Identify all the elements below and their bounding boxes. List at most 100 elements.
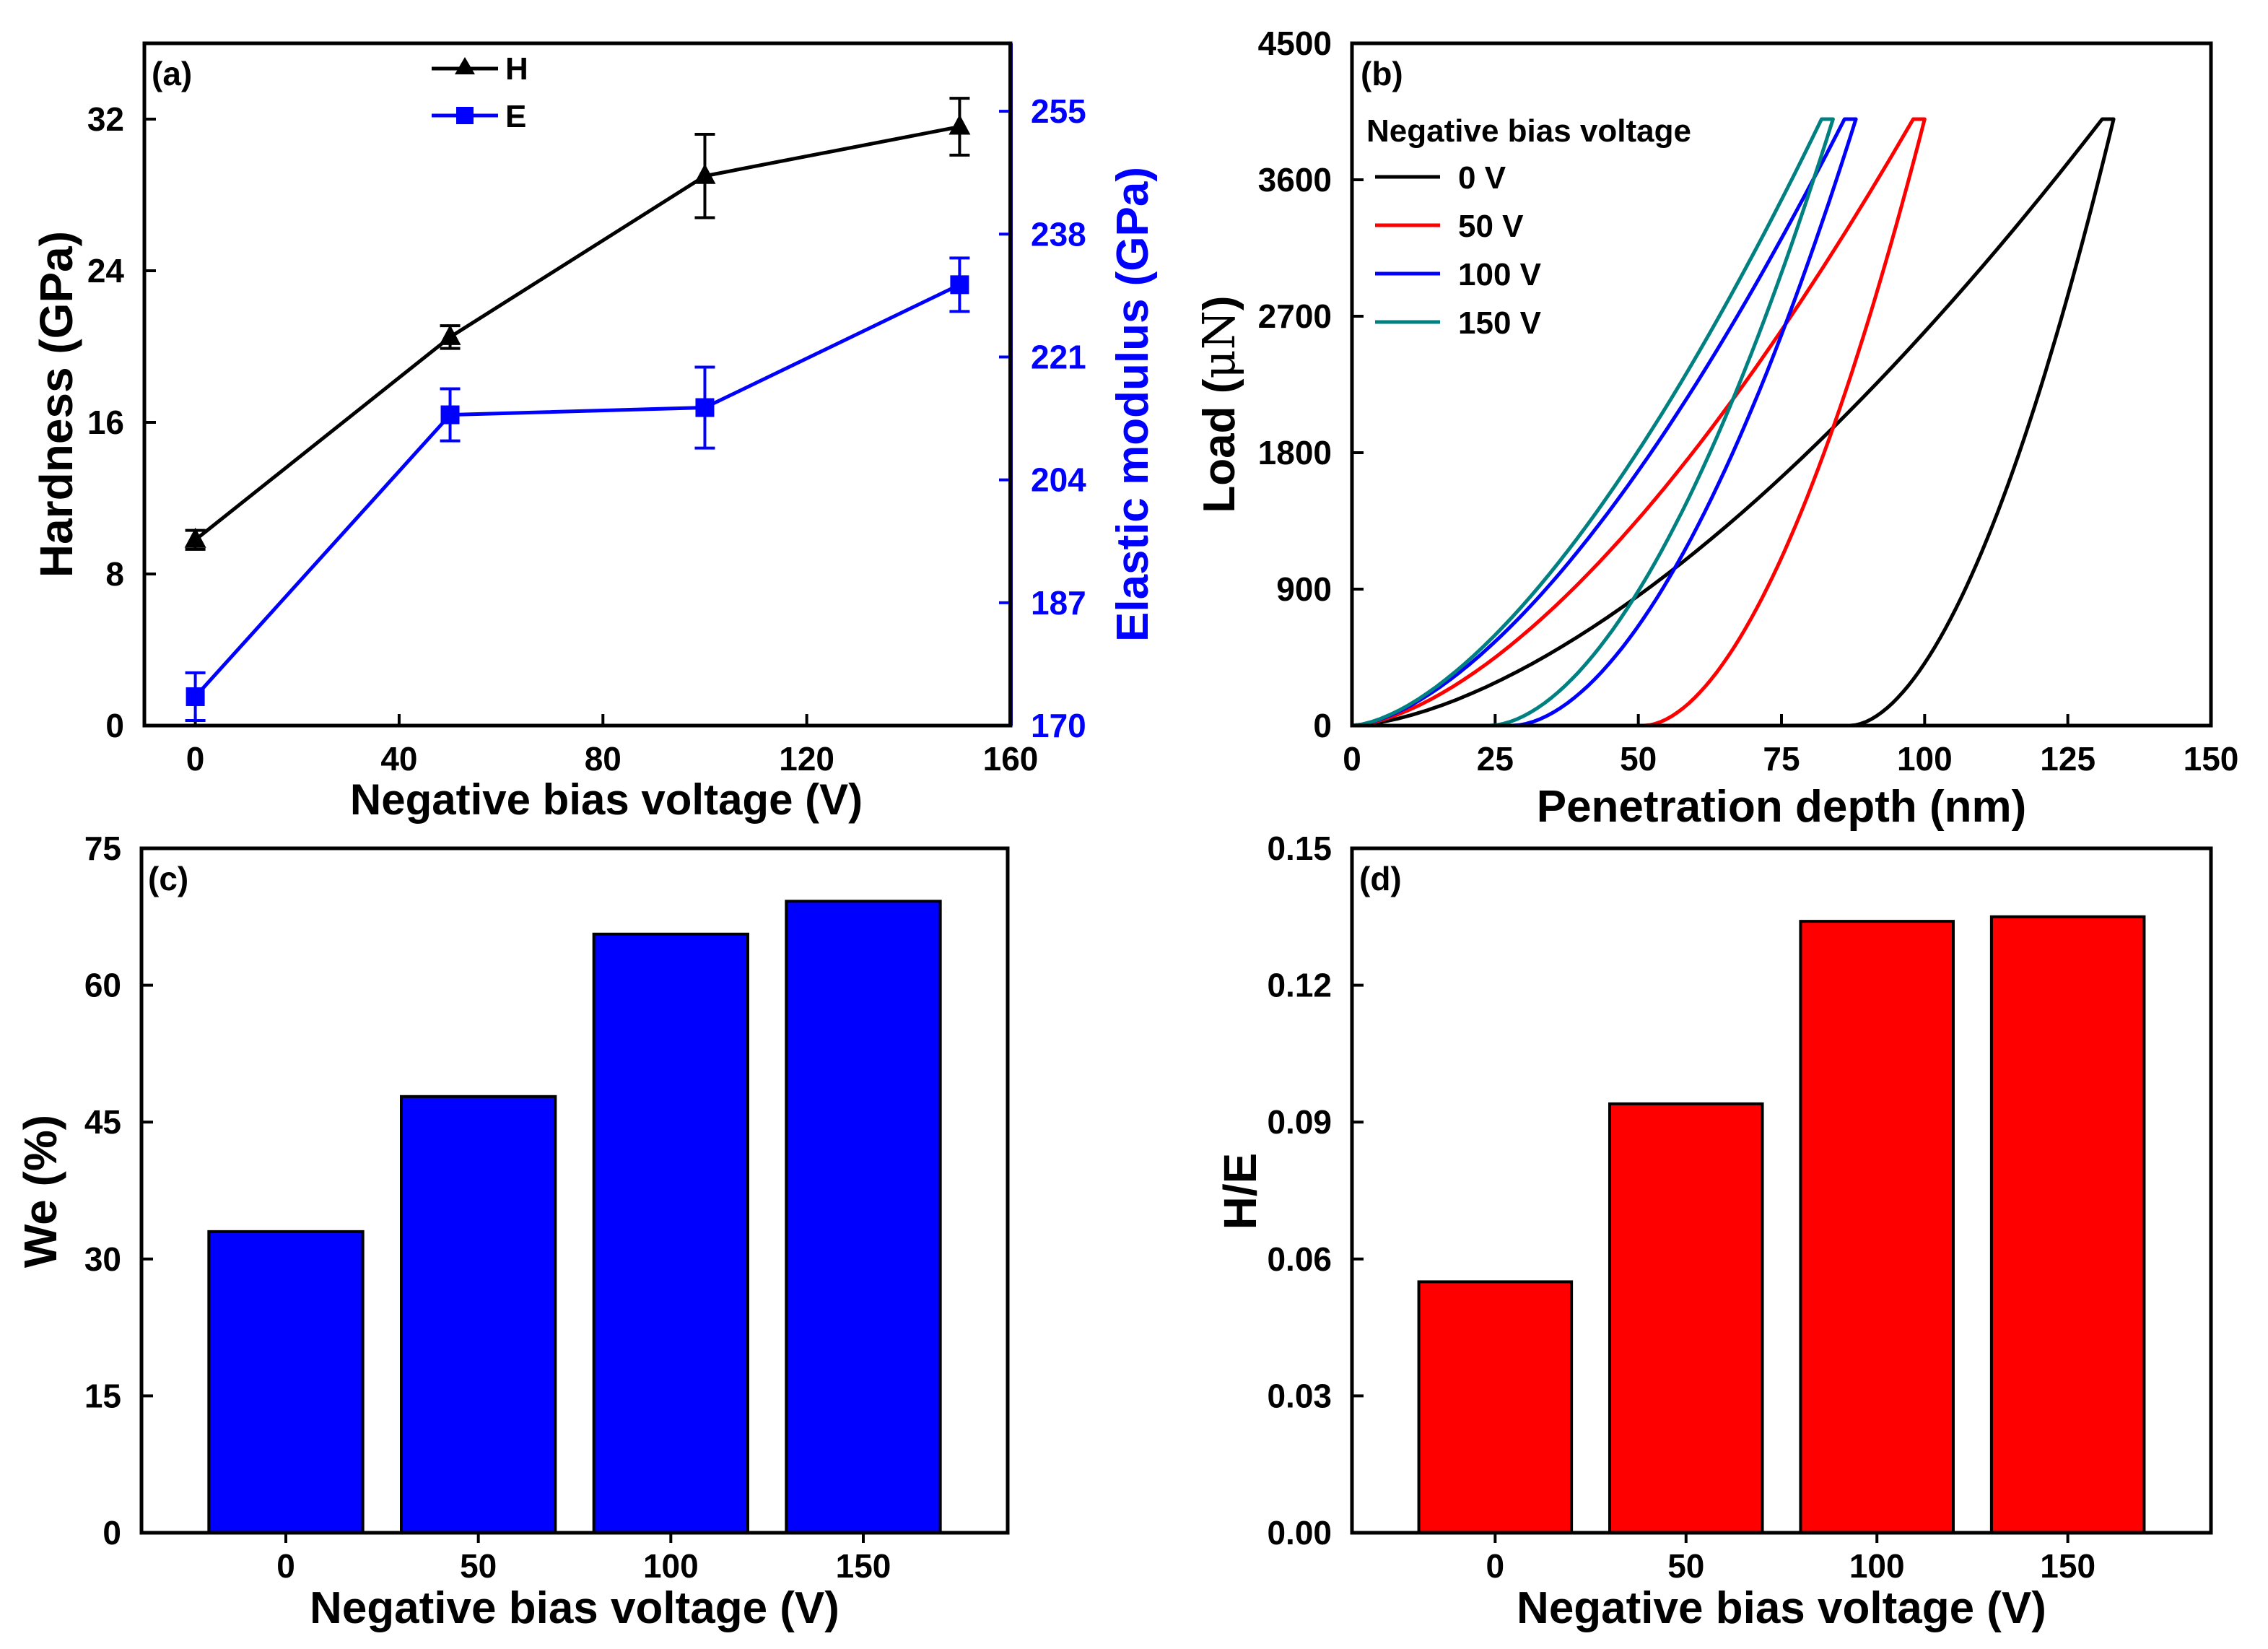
y-tick-label: 4500	[1258, 25, 1332, 62]
y-tick-label: 0.15	[1267, 830, 1332, 867]
panel-d-ylabel: H/E	[1214, 1153, 1266, 1230]
data-point-E	[440, 405, 460, 425]
panel-c-xlabel: Negative bias voltage (V)	[310, 1583, 839, 1633]
data-point-H	[948, 114, 971, 135]
panel-a-y2label: Elastic modulus (GPa)	[1108, 167, 1158, 642]
legend-label-150-V: 150 V	[1458, 305, 1542, 341]
y2-tick-label: 170	[1031, 707, 1086, 744]
panel-a-label: (a)	[152, 55, 192, 92]
y-tick-label: 30	[84, 1240, 121, 1278]
bar-50	[1608, 1102, 1764, 1535]
bar-50	[400, 1095, 557, 1534]
x-tick-label: 0	[186, 740, 205, 778]
y-tick-label: 16	[87, 404, 124, 441]
y-tick-label: 0.03	[1267, 1377, 1332, 1414]
panel-b-label: (b)	[1361, 55, 1403, 92]
legend-label-0-V: 0 V	[1458, 160, 1506, 196]
x-tick-label: 150	[2040, 1547, 2095, 1585]
panel-b-ylabel: Load (μN)	[1192, 295, 1245, 513]
y2-tick-label: 238	[1031, 215, 1086, 253]
data-point-E	[186, 687, 205, 706]
data-point-H	[439, 324, 461, 345]
y2-tick-label: 187	[1031, 584, 1086, 622]
x-tick-label: 150	[836, 1547, 891, 1585]
y-tick-label: 0.12	[1267, 967, 1332, 1004]
legend-h-marker	[455, 57, 475, 74]
panel-d: 0.00 0.03 0.06 0.09 0.12 0.15 0 50 100 150 (d) Ne…	[1214, 830, 2213, 1633]
panel-c-label: (c)	[148, 860, 188, 897]
x-tick-label: 100	[1897, 740, 1953, 778]
legend-title: Negative bias voltage	[1366, 113, 1691, 149]
legend-e-label: E	[505, 99, 526, 134]
panel-b-ylabel-unit: μN	[1192, 310, 1245, 379]
x-tick-label: 50	[1667, 1547, 1704, 1585]
legend-e-marker	[456, 107, 474, 124]
y-tick-label: 1800	[1258, 434, 1332, 471]
x-tick-label: 160	[983, 740, 1039, 778]
panel-b-ylabel-prefix: Load (	[1195, 378, 1244, 513]
legend-label-100-V: 100 V	[1458, 257, 1542, 292]
panel-b-xlabel: Penetration depth (nm)	[1537, 782, 2027, 832]
x-tick-label: 50	[460, 1547, 497, 1585]
x-tick-label: 150	[2184, 740, 2239, 778]
bar-100	[1799, 920, 1955, 1534]
y-tick-label: 32	[87, 100, 124, 138]
panel-a-legend: H E	[432, 51, 528, 134]
panel-a-xlabel: Negative bias voltage (V)	[350, 775, 863, 824]
panel-b: 0 25 50 75 100 125 150 0 900 1800 2700 3600 4500 (b)…	[1192, 25, 2238, 832]
legend-label-50-V: 50 V	[1458, 209, 1524, 244]
y-tick-label: 900	[1276, 570, 1332, 608]
series-line-E	[193, 283, 961, 698]
x-tick-label: 25	[1477, 740, 1514, 778]
y-tick-label: 8	[105, 555, 124, 593]
y-tick-label: 24	[87, 252, 125, 290]
panel-b-legend: Negative bias voltage 0 V 50 V 100 V 150 V	[1366, 113, 1691, 341]
panel-d-xlabel: Negative bias voltage (V)	[1517, 1583, 2046, 1633]
y-tick-label: 0.06	[1267, 1240, 1332, 1278]
panel-c: 0 15 30 45 60 75 0 50 100 150 (c) Negative bias v…	[14, 830, 1010, 1633]
data-point-E	[950, 275, 969, 295]
y-tick-label: 0	[103, 1514, 121, 1552]
legend-h-label: H	[505, 51, 528, 87]
panel-a-frame	[142, 41, 1013, 728]
y-tick-label: 2700	[1258, 297, 1332, 335]
y-tick-label: 60	[84, 967, 121, 1004]
y-tick-label: 75	[84, 830, 121, 867]
panel-d-frame	[1350, 846, 2213, 1535]
panel-b-ylabel-suffix: )	[1195, 295, 1244, 310]
curve-150-V	[1351, 117, 1835, 728]
series-line-H	[194, 125, 960, 541]
curve-0-V	[1351, 117, 2116, 728]
y-tick-label: 15	[84, 1377, 121, 1414]
curve-100-V	[1351, 117, 1858, 728]
panel-b-frame	[1350, 41, 2213, 728]
x-tick-label: 75	[1763, 740, 1800, 778]
x-tick-label: 0	[1486, 1547, 1505, 1585]
y-tick-label: 0	[1313, 707, 1332, 744]
curve-50-V	[1351, 117, 1927, 728]
y2-tick-label: 204	[1031, 461, 1086, 499]
x-tick-label: 125	[2040, 740, 2095, 778]
x-tick-label: 100	[1849, 1547, 1905, 1585]
x-tick-label: 0	[276, 1547, 295, 1585]
panel-c-ylabel: We (%)	[14, 1115, 66, 1268]
panel-a: 0 40 80 120 160 0 8 16 24 32 170 187 204 221 238 255 (a…	[30, 41, 1158, 824]
panel-a-ylabel: Hardness (GPa)	[30, 231, 82, 578]
bar-0	[207, 1230, 365, 1534]
data-point-H	[184, 527, 206, 548]
panel-c-frame	[139, 846, 1010, 1535]
x-tick-label: 120	[779, 740, 834, 778]
y-tick-label: 0.00	[1267, 1514, 1332, 1552]
y-tick-label: 45	[84, 1103, 121, 1141]
panel-d-label: (d)	[1359, 860, 1402, 897]
bar-150	[1989, 915, 2146, 1535]
data-point-H	[694, 163, 716, 184]
y2-tick-label: 221	[1031, 338, 1086, 375]
data-point-E	[695, 398, 715, 417]
y-tick-label: 0	[105, 707, 124, 744]
bar-150	[785, 900, 942, 1534]
x-tick-label: 80	[585, 740, 621, 778]
x-tick-label: 40	[380, 740, 417, 778]
bar-100	[592, 932, 750, 1535]
